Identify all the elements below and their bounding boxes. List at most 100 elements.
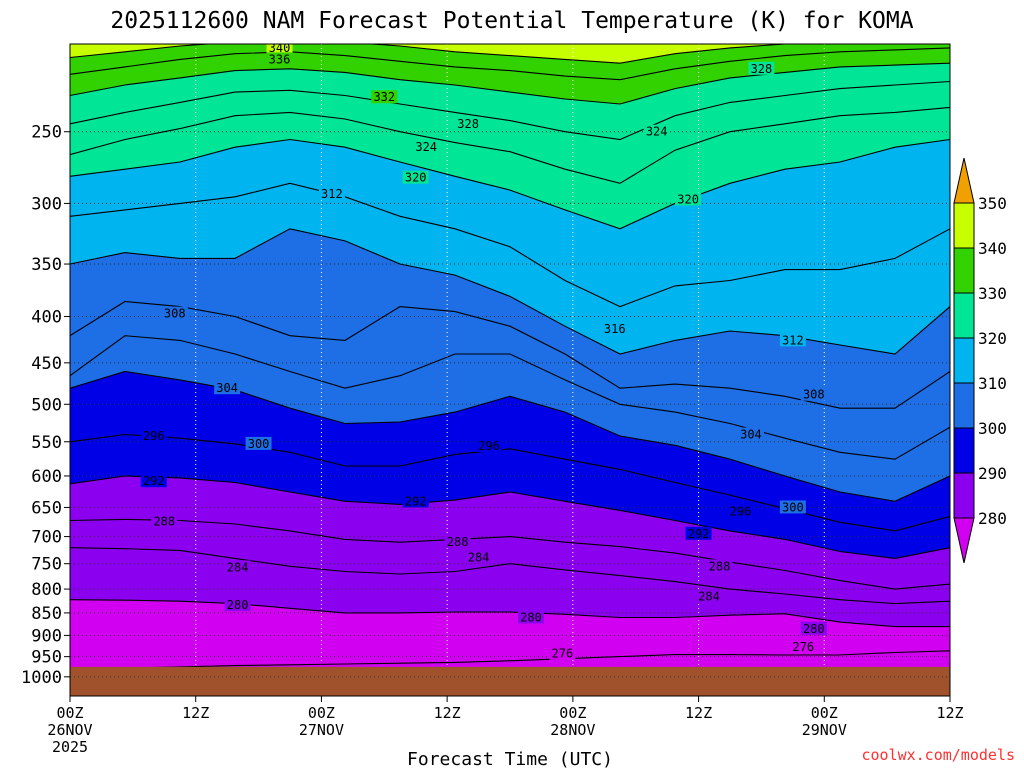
- colorbar-label: 350: [978, 194, 1007, 213]
- x-tick-label: 00Z: [811, 704, 838, 722]
- x-tick-label: 12Z: [685, 704, 712, 722]
- colorbar-bottom-triangle: [953, 517, 975, 564]
- chart-title: 2025112600 NAM Forecast Potential Temper…: [110, 8, 913, 34]
- contour-label-bg: [779, 500, 806, 514]
- contour-label-bg: [140, 428, 167, 442]
- contour-label: 296: [143, 429, 165, 443]
- contour-label-bg: [245, 436, 272, 450]
- x-tick-label: 26NOV: [47, 721, 92, 739]
- contour-label-bg: [675, 192, 702, 206]
- y-tick-label: 600: [31, 467, 62, 487]
- contour-label: 316: [604, 322, 626, 336]
- contour-label: 308: [803, 388, 825, 402]
- contour-label: 288: [709, 559, 731, 573]
- contour-label-bg: [161, 306, 188, 320]
- y-tick-label: 900: [31, 626, 62, 646]
- plot-frame: [69, 43, 951, 697]
- contour-label-bg: [140, 474, 167, 488]
- contour-label: 276: [552, 647, 574, 661]
- x-tick-label: 00Z: [308, 704, 335, 722]
- contour-label-bg: [790, 640, 817, 654]
- y-tick-label: 750: [31, 555, 62, 575]
- x-tick-label: 00Z: [56, 704, 83, 722]
- colorbar-label: 320: [978, 329, 1007, 348]
- contour-label: 320: [405, 171, 427, 185]
- contour-label: 284: [698, 589, 720, 603]
- colorbar-box: [953, 202, 975, 249]
- isentrope-340: [70, 44, 801, 64]
- contour-label: 280: [227, 598, 249, 612]
- contour-label: 332: [373, 90, 395, 104]
- y-tick-label: 950: [31, 648, 62, 668]
- isentrope-288: [70, 518, 950, 590]
- contour-label: 284: [227, 560, 249, 574]
- contour-label: 324: [646, 125, 668, 139]
- x-tick-label: 00Z: [559, 704, 586, 722]
- colorbar-label: 340: [978, 239, 1007, 258]
- contour-label-bg: [402, 494, 429, 508]
- contour-label: 340: [269, 41, 291, 55]
- contour-label-bg: [402, 170, 429, 184]
- contour-label: 324: [415, 140, 437, 154]
- contour-label: 300: [782, 500, 804, 514]
- x-tick-label: 12Z: [936, 704, 963, 722]
- contour-label: 304: [216, 381, 238, 395]
- isentrope-320: [70, 138, 950, 230]
- contour-label-bg: [685, 526, 712, 540]
- colorbar-top-triangle: [953, 157, 975, 204]
- fill-theta-336: [70, 44, 950, 80]
- contour-label-bg: [643, 124, 670, 138]
- contour-label: 292: [405, 494, 427, 508]
- colorbar-box: [953, 427, 975, 474]
- contour-label: 288: [153, 515, 175, 529]
- contour-label: 276: [792, 640, 814, 654]
- contour-label: 280: [803, 622, 825, 636]
- contour-label: 292: [143, 474, 165, 488]
- y-tick-label: 450: [31, 354, 62, 374]
- contour-label-bg: [748, 61, 775, 75]
- isentrope-contours: [70, 44, 950, 670]
- contour-label-bg: [266, 44, 293, 54]
- x-tick-label: 28NOV: [550, 721, 595, 739]
- contour-label-bg: [727, 504, 754, 518]
- isentrope-328: [70, 80, 950, 141]
- isentrope-276: [70, 650, 950, 670]
- contour-label-bg: [737, 427, 764, 441]
- contour-label-bg: [800, 621, 827, 635]
- y-tick-label: 350: [31, 255, 62, 275]
- colorbar-label: 330: [978, 284, 1007, 303]
- contour-label-bg: [224, 597, 251, 611]
- contour-label: 328: [457, 117, 479, 131]
- x-axis-label: Forecast Time (UTC): [407, 749, 613, 768]
- theta-color-fills: [70, 44, 950, 696]
- isentrope-292: [70, 475, 950, 559]
- contour-label: 312: [782, 333, 804, 347]
- x-tick-label: 12Z: [182, 704, 209, 722]
- contour-label-bg: [371, 90, 398, 104]
- isentrope-336: [70, 47, 950, 81]
- colorbar-box: [953, 472, 975, 519]
- colorbar-box: [953, 247, 975, 294]
- x-tick-label: 12Z: [434, 704, 461, 722]
- contour-label-bg: [549, 646, 576, 660]
- contour-label: 304: [740, 428, 762, 442]
- colorbar-label: 290: [978, 464, 1007, 483]
- contour-label: 284: [468, 550, 490, 564]
- contour-label-bg: [476, 439, 503, 453]
- y-axis: 2503003504004505005506006507007508008509…: [21, 123, 70, 688]
- x-tick-label: 29NOV: [802, 721, 847, 739]
- colorbar-box: [953, 337, 975, 384]
- isentrope-280: [70, 599, 950, 628]
- contour-label: 280: [520, 611, 542, 625]
- contour-label-bg: [444, 535, 471, 549]
- contour-label: 288: [447, 535, 469, 549]
- colorbar-box: [953, 382, 975, 429]
- ground-fill: [70, 666, 950, 696]
- y-tick-label: 800: [31, 580, 62, 600]
- below-ground-area: [70, 666, 950, 696]
- isentrope-316: [70, 182, 950, 308]
- contour-label: 296: [730, 505, 752, 519]
